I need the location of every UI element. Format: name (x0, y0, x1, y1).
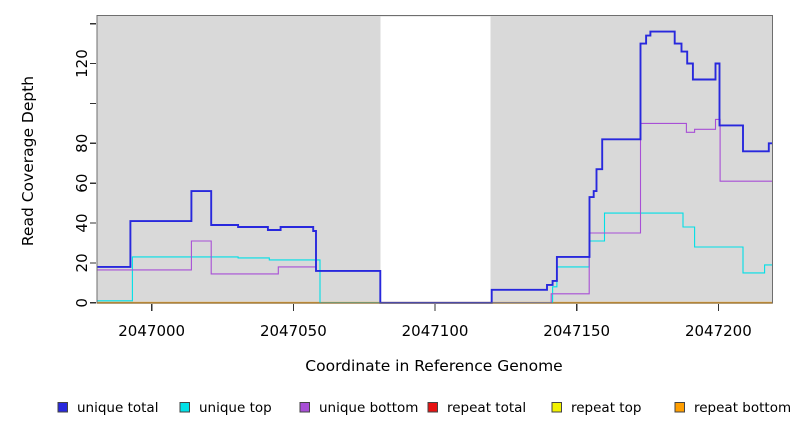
legend-swatch-unique-total (57, 402, 68, 413)
y-tick-label: 20 (73, 253, 91, 272)
y-axis-title: Read Coverage Depth (19, 76, 37, 246)
axes: 2047000 2047050 2047100 2047150 2047200 0 20 40… (73, 23, 752, 340)
legend-label-unique-total: unique total (77, 400, 158, 416)
x-tick-label: 2047200 (685, 322, 752, 340)
line-unique-top (97, 212, 773, 304)
legend-swatch-unique-bottom (299, 402, 310, 413)
plot-frame (96, 15, 773, 304)
legend-label-unique-bottom: unique bottom (319, 400, 418, 416)
legend-label-repeat-total: repeat total (447, 400, 526, 416)
x-tick-label: 2047000 (118, 322, 185, 340)
legend-label-repeat-top: repeat top (571, 400, 641, 416)
legend-swatch-repeat-bottom (674, 402, 685, 413)
plot-area (97, 15, 773, 303)
x-tick-label: 2047050 (260, 322, 327, 340)
y-tick-label: 40 (73, 214, 91, 233)
plot-border (96, 15, 773, 304)
y-tick-label: 60 (73, 174, 91, 193)
x-tick-label: 2047150 (543, 322, 610, 340)
y-tick-label: 0 (73, 298, 91, 308)
legend-label-unique-top: unique top (199, 400, 272, 416)
x-tick-label: 2047100 (402, 322, 469, 340)
y-tick-label: 120 (73, 49, 91, 78)
masked-region (380, 16, 491, 303)
legend-swatch-unique-top (179, 402, 190, 413)
y-tick-label: 80 (73, 134, 91, 153)
legend-swatch-repeat-top (551, 402, 562, 413)
line-unique-total (97, 30, 773, 304)
line-unique-bottom (97, 118, 773, 304)
legend: unique total unique top unique bottom repea… (57, 400, 791, 416)
x-axis-title: Coordinate in Reference Genome (305, 357, 562, 375)
legend-swatch-repeat-total (427, 402, 438, 413)
legend-label-repeat-bottom: repeat bottom (694, 400, 791, 416)
